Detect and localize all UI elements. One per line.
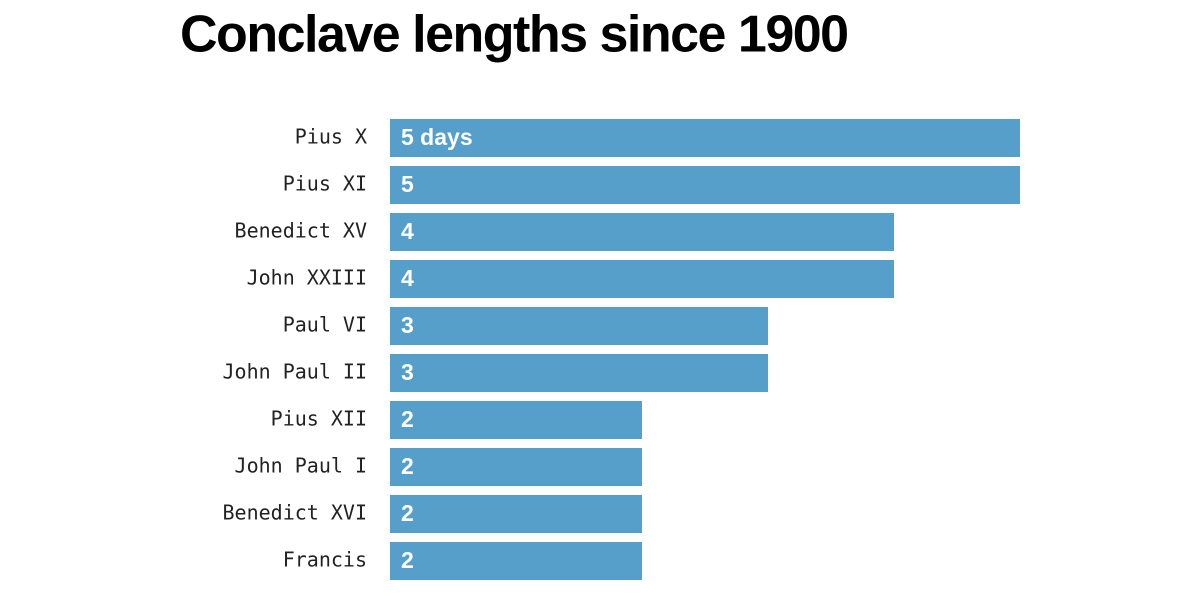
category-label: Pius X xyxy=(295,125,367,149)
value-label: 2 xyxy=(401,406,414,432)
bar xyxy=(390,448,642,486)
bar xyxy=(390,119,1020,157)
bar xyxy=(390,307,768,345)
category-label: Pius XI xyxy=(283,172,367,196)
value-label: 3 xyxy=(401,312,414,338)
chart-title: Conclave lengths since 1900 xyxy=(180,6,848,64)
value-label: 2 xyxy=(401,453,414,479)
bar xyxy=(390,354,768,392)
bar xyxy=(390,213,894,251)
category-label: Pius XII xyxy=(271,407,367,431)
value-label: 2 xyxy=(401,500,414,526)
category-label: Benedict XVI xyxy=(223,501,368,525)
bar xyxy=(390,166,1020,204)
bar xyxy=(390,401,642,439)
category-label: Benedict XV xyxy=(235,219,367,243)
value-label: 4 xyxy=(401,265,414,291)
bar xyxy=(390,542,642,580)
category-label: John Paul II xyxy=(223,360,368,384)
value-label: 5 days xyxy=(401,124,473,150)
value-label: 2 xyxy=(401,547,414,573)
category-label: John XXIII xyxy=(247,266,367,290)
value-label: 5 xyxy=(401,171,414,197)
value-label: 4 xyxy=(401,218,414,244)
category-label: Francis xyxy=(283,548,367,572)
bar xyxy=(390,260,894,298)
category-label: Paul VI xyxy=(283,313,367,337)
category-label: John Paul I xyxy=(235,454,367,478)
bar xyxy=(390,495,642,533)
value-label: 3 xyxy=(401,359,414,385)
